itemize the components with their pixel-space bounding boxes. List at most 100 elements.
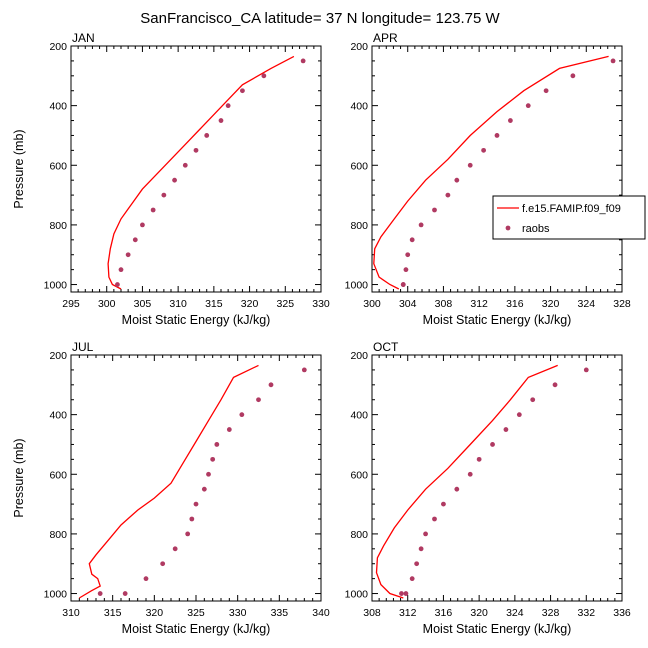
raob-point [432, 207, 437, 213]
raob-point [201, 486, 207, 492]
y-tick-label: 600 [49, 160, 67, 172]
raob-point [494, 133, 500, 138]
x-tick-label: 300 [98, 298, 116, 310]
raob-point [301, 367, 307, 373]
x-tick-label: 332 [578, 607, 596, 619]
raob-point [445, 192, 451, 198]
raob-point [218, 118, 224, 123]
raob-point [240, 88, 245, 94]
raob-point [193, 501, 199, 507]
model-line [78, 364, 259, 599]
x-axis-label: Moist Static Energy (kJ/kg) [122, 313, 271, 327]
x-tick-label: 308 [435, 298, 453, 310]
x-tick-label: 328 [613, 298, 631, 310]
raob-point [189, 516, 195, 522]
raob-point [583, 367, 589, 373]
raob-point [97, 591, 103, 596]
raob-point [454, 486, 460, 492]
raob-point [160, 561, 166, 567]
model-line [107, 55, 295, 290]
legend-label-model: f.e15.FAMIP.f09_f09 [522, 203, 621, 215]
raob-point [161, 192, 167, 198]
raob-point [399, 591, 404, 596]
raob-point [441, 501, 446, 507]
y-tick-label: 400 [350, 101, 368, 113]
raob-point [490, 442, 495, 447]
panel-title: JAN [72, 31, 95, 45]
raob-point [132, 237, 138, 243]
x-tick-label: 316 [506, 298, 524, 310]
raob-point [454, 177, 460, 183]
y-tick-label: 200 [350, 41, 368, 53]
x-tick-label: 305 [134, 298, 152, 310]
raob-point [432, 516, 437, 522]
x-tick-label: 295 [62, 298, 80, 310]
raob-point [423, 531, 428, 537]
y-tick-label: 1000 [345, 589, 369, 601]
legend-label-raobs: raobs [522, 223, 550, 235]
x-tick-label: 320 [470, 607, 488, 619]
y-tick-label: 400 [49, 101, 67, 113]
x-tick-label: 325 [277, 298, 295, 310]
panels: JAN 295 300 305 310 315 320 325 330 200 400 600 800 1… [12, 31, 631, 636]
raob-point [210, 456, 216, 462]
raob-point [261, 73, 267, 79]
x-tick-label: 315 [205, 298, 223, 310]
raob-point [122, 591, 128, 596]
raob-point [140, 222, 145, 228]
panel-jul: JUL 310 315 320 325 330 335 340 200 400 600 800 1000… [12, 340, 330, 636]
raob-point [239, 412, 245, 418]
x-tick-label: 335 [271, 607, 289, 619]
raob-point [115, 282, 120, 287]
x-tick-label: 330 [312, 298, 330, 310]
y-axis-label: Pressure (mb) [12, 438, 26, 517]
x-tick-label: 310 [62, 607, 80, 619]
y-tick-label: 1000 [44, 589, 68, 601]
y-tick-label: 800 [49, 220, 67, 232]
y-tick-label: 600 [49, 469, 67, 481]
raob-point [403, 591, 409, 596]
x-tick-label: 320 [542, 298, 560, 310]
plot-frame [371, 45, 623, 293]
x-tick-label: 324 [506, 607, 524, 619]
raob-point [268, 382, 274, 388]
plot-frame [70, 354, 322, 602]
raob-point [467, 162, 473, 168]
y-tick-label: 200 [49, 350, 67, 362]
y-tick-label: 200 [350, 350, 368, 362]
x-tick-label: 315 [104, 607, 122, 619]
raob-point [530, 397, 536, 403]
panel-title: OCT [373, 340, 399, 354]
raob-point [300, 58, 306, 64]
x-tick-label: 340 [312, 607, 330, 619]
y-tick-label: 800 [49, 529, 67, 541]
x-tick-label: 320 [241, 298, 259, 310]
raob-point [226, 427, 232, 432]
x-axis-label: Moist Static Energy (kJ/kg) [423, 313, 572, 327]
x-tick-label: 316 [435, 607, 453, 619]
raob-point [206, 471, 211, 477]
raob-point [543, 88, 549, 94]
raob-point [467, 471, 473, 477]
x-tick-label: 320 [146, 607, 164, 619]
y-axis-label: Pressure (mb) [12, 129, 26, 208]
raob-point [400, 282, 406, 287]
y-tick-label: 400 [350, 410, 368, 422]
y-tick-label: 400 [49, 410, 67, 422]
raob-point [182, 162, 188, 168]
raob-point [552, 382, 558, 388]
legend-box [492, 195, 646, 240]
raob-point [225, 103, 231, 109]
raob-point [150, 207, 156, 213]
raob-point [409, 237, 415, 243]
raob-point [610, 58, 616, 64]
raob-point [204, 133, 210, 138]
figure-title: SanFrancisco_CA latitude= 37 N longitude… [140, 10, 500, 27]
x-tick-label: 304 [399, 298, 417, 310]
raob-point [409, 576, 415, 582]
model-line [375, 364, 558, 599]
y-tick-label: 1000 [345, 280, 369, 292]
legend-marker-swatch [505, 225, 511, 231]
panel-title: APR [373, 31, 398, 45]
